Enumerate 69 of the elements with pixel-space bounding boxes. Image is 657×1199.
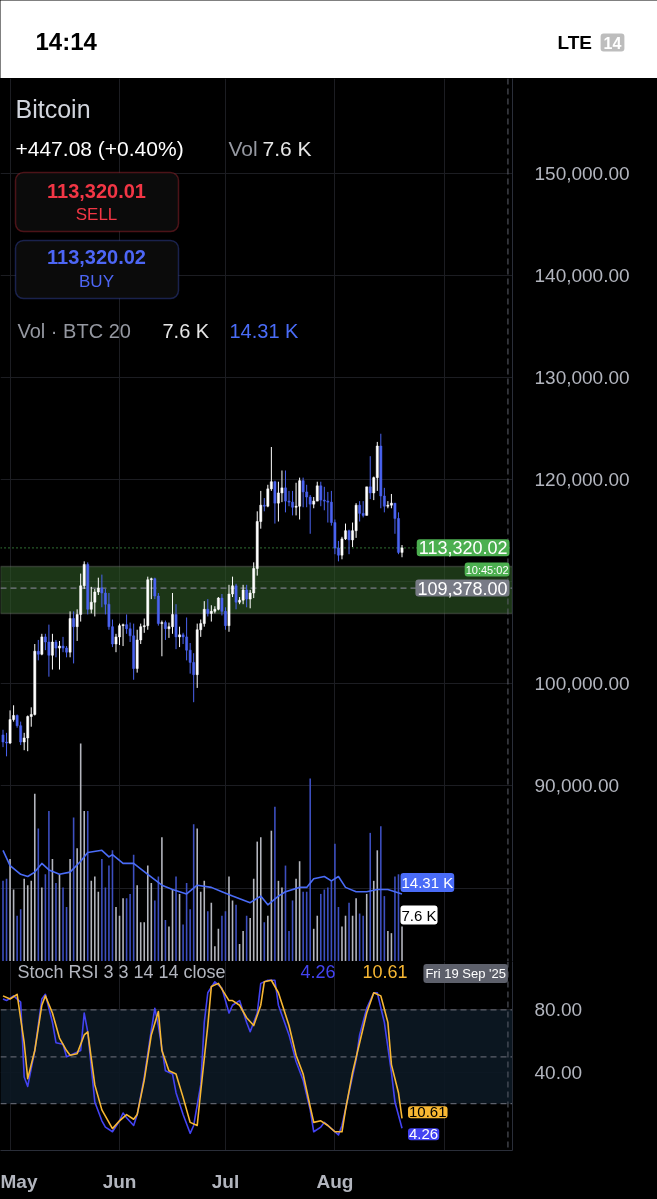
annotation: 14.31 K <box>229 319 300 342</box>
candlestick <box>234 583 238 610</box>
candlestick <box>386 500 390 509</box>
candlestick <box>58 640 61 671</box>
x-tick-label: May <box>0 1170 38 1192</box>
candlestick <box>8 709 12 745</box>
x-tick-label: Jul <box>211 1170 240 1192</box>
candlestick <box>245 584 248 608</box>
candlestick <box>291 490 294 516</box>
data-label: 10.61 <box>409 1103 447 1121</box>
annotation: 113,320.02 <box>47 245 146 268</box>
y-tick-label: 40.00 <box>534 1061 583 1083</box>
candlestick <box>36 639 40 661</box>
candlestick <box>347 529 351 555</box>
ref-line-label: 109,378.00 <box>417 578 508 599</box>
candlestick <box>164 620 167 641</box>
annotation: 7.6 K <box>262 137 312 160</box>
y-tick-label: 150,000.00 <box>534 162 630 184</box>
candlestick <box>26 714 30 752</box>
candlestick <box>294 482 298 516</box>
candlestick <box>54 639 58 658</box>
text: +447.08 (+0.40%) <box>15 137 184 160</box>
text: 14:14 <box>35 28 98 55</box>
candlestick <box>174 603 178 650</box>
y-tick-label: 90,000.00 <box>534 775 620 797</box>
candlestick <box>315 481 319 502</box>
annotation: 7.6 K <box>162 319 210 342</box>
candlestick <box>322 486 326 511</box>
data-label: 4.26 <box>409 1125 439 1143</box>
ref-line-label: 113,320.02 <box>418 538 508 559</box>
candlestick <box>287 490 291 507</box>
annotation: SELL <box>75 205 118 224</box>
y-tick-label: 130,000.00 <box>534 367 630 389</box>
annotation: 4.26 <box>300 962 336 982</box>
text: 14 <box>603 34 622 52</box>
annotation: BUY <box>79 272 114 291</box>
candlestick <box>284 469 287 513</box>
chart-title: Vol · BTC 20 <box>17 319 131 342</box>
candlestick <box>368 455 372 500</box>
annotation: 14.31 K <box>401 873 454 891</box>
annotation: Vol <box>228 137 258 160</box>
candlestick <box>171 592 174 635</box>
candlestick <box>61 636 65 653</box>
candlestick <box>89 586 93 614</box>
annotation: 10.61 <box>362 962 408 982</box>
candlestick <box>400 544 404 558</box>
candlestick <box>178 626 181 648</box>
chart-title: Stoch RSI 3 3 14 14 close <box>17 961 226 982</box>
y-tick-label: 120,000.00 <box>534 469 630 491</box>
ref-line-label: Fri 19 Sep '25 <box>425 966 506 981</box>
annotation: 10:45:02 <box>465 563 509 576</box>
candlestick <box>51 633 54 671</box>
annotation: 113,320.01 <box>47 179 146 202</box>
candlestick <box>319 481 323 507</box>
candlestick <box>301 477 305 508</box>
x-tick-label: Aug <box>316 1170 354 1192</box>
candlestick <box>202 600 206 628</box>
annotation: 7.6 K <box>401 906 437 924</box>
text: Bitcoin <box>15 94 91 123</box>
y-tick-label: 80.00 <box>534 999 583 1021</box>
y-tick-label: 100,000.00 <box>534 673 630 695</box>
candlestick <box>326 491 330 524</box>
x-tick-label: Jun <box>102 1170 137 1192</box>
candlestick <box>358 500 361 523</box>
candlestick <box>5 732 8 757</box>
candlestick <box>72 610 75 664</box>
candlestick <box>47 624 51 678</box>
text: LTE <box>557 32 592 53</box>
y-tick-label: 140,000.00 <box>534 265 630 287</box>
